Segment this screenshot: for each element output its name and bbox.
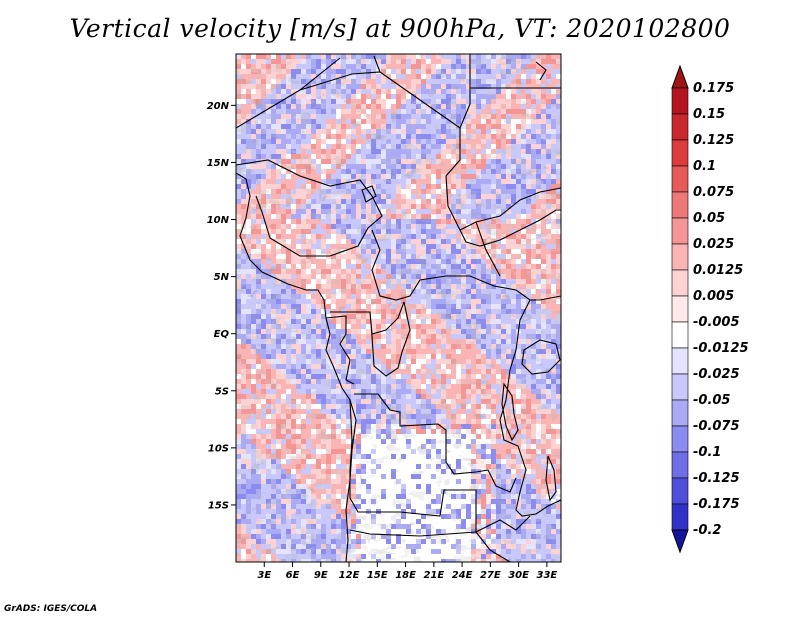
map-title: Vertical velocity [m/s] at 900hPa, VT: 2…: [69, 14, 731, 43]
map-plot-area: [236, 54, 561, 562]
